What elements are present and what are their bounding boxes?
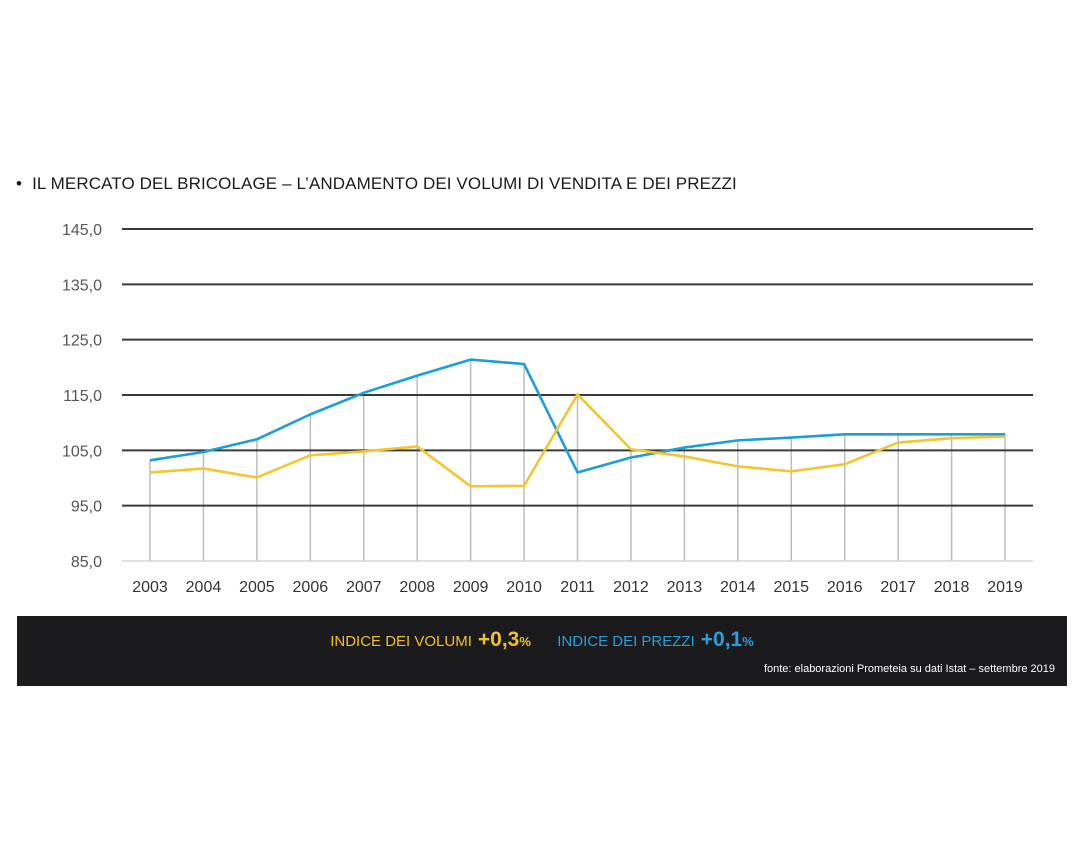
x-tick-label: 2016 (827, 579, 863, 596)
x-tick-label: 2004 (186, 579, 222, 596)
x-tick-label: 2010 (506, 579, 542, 596)
source-note: fonte: elaborazioni Prometeia su dati Is… (763, 663, 1055, 675)
y-tick-label: 135,0 (62, 277, 102, 294)
legend: INDICE DEI VOLUMI +0,3% INDICE DEI PREZZI… (17, 628, 1067, 652)
chart-title-text: IL MERCATO DEL BRICOLAGE – L’ANDAMENTO D… (32, 174, 737, 193)
legend-volumi-label: INDICE DEI VOLUMI (330, 633, 472, 650)
x-tick-label: 2008 (399, 579, 435, 596)
x-tick-label: 2003 (132, 579, 168, 596)
x-tick-label: 2013 (667, 579, 703, 596)
line-chart: 85,0 95,0 105,0 115,0 125,0 135,0 145,0 2003 200… (62, 222, 1033, 596)
x-tick-label: 2009 (453, 579, 489, 596)
x-tick-label: 2011 (560, 579, 595, 596)
x-tick-label: 2018 (934, 579, 970, 596)
legend-prezzi-percent: % (742, 634, 754, 649)
y-tick-label: 105,0 (62, 443, 102, 460)
legend-prezzi-value: +0,1 (700, 628, 743, 651)
x-tick-label: 2006 (293, 579, 329, 596)
y-tick-label: 95,0 (71, 499, 102, 516)
x-tick-label: 2005 (239, 579, 275, 596)
legend-banner: INDICE DEI VOLUMI +0,3% INDICE DEI PREZZI… (17, 616, 1067, 686)
x-tick-label: 2017 (880, 579, 916, 596)
x-tick-label: 2007 (346, 579, 382, 596)
x-tick-label: 2012 (613, 579, 649, 596)
x-tick-label: 2019 (987, 579, 1023, 596)
y-tick-label: 145,0 (62, 222, 102, 239)
x-tick-label: 2015 (773, 579, 809, 596)
legend-volumi-value: +0,3 (477, 628, 520, 651)
y-tick-label: 115,0 (63, 388, 102, 405)
y-tick-label: 85,0 (71, 554, 102, 571)
x-tick-label: 2014 (720, 579, 756, 596)
chart-title: • IL MERCATO DEL BRICOLAGE – L’ANDAMENTO … (16, 174, 737, 194)
y-tick-label: 125,0 (62, 333, 102, 350)
legend-prezzi-label: INDICE DEI PREZZI (557, 633, 695, 650)
legend-volumi-percent: % (519, 634, 531, 649)
bullet: • (16, 174, 23, 193)
